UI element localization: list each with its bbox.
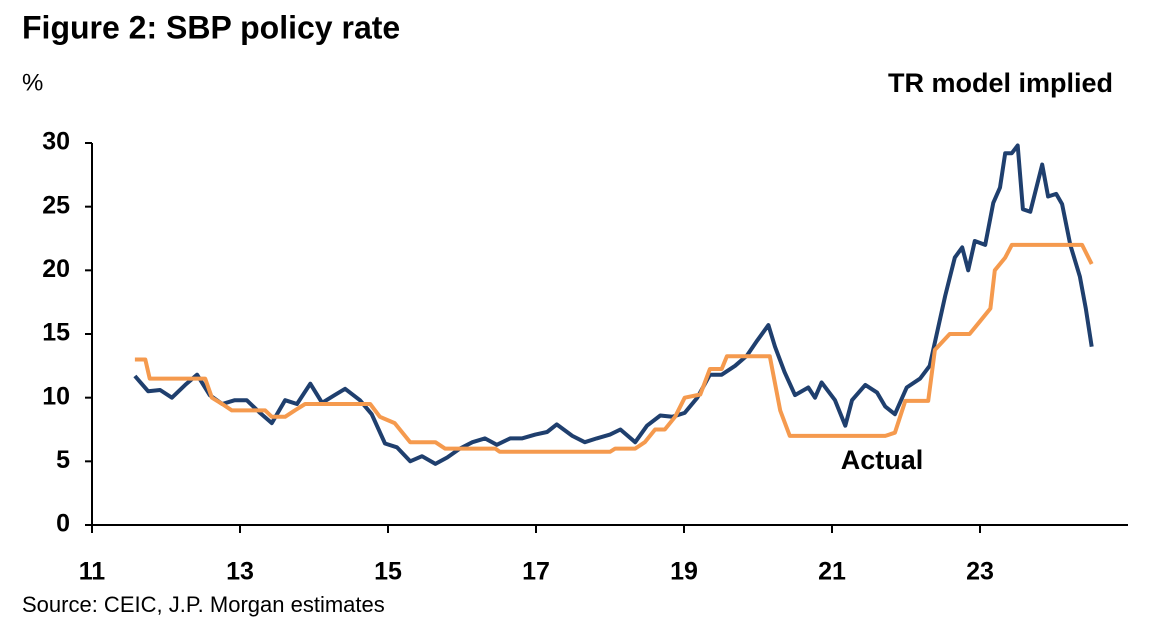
y-tick-label: 15	[42, 319, 70, 347]
x-tick-label: 13	[226, 558, 254, 586]
y-tick-label: 10	[42, 382, 70, 410]
x-tick-label: 17	[522, 558, 550, 586]
x-tick-label: 23	[966, 558, 994, 586]
series-line	[134, 242, 1094, 454]
y-tick-label: 20	[42, 255, 70, 283]
y-tick-label: 30	[42, 128, 70, 156]
series-label: TR model implied	[888, 68, 1113, 98]
y-tick-label: 5	[56, 446, 70, 474]
series-line	[133, 143, 1094, 466]
y-tick-label: 25	[42, 191, 70, 219]
x-tick-label: 19	[670, 558, 698, 586]
x-tick-label: 15	[374, 558, 402, 586]
series-label: Actual	[841, 445, 924, 475]
x-tick-label: 11	[79, 558, 106, 586]
y-tick-label: 0	[56, 510, 70, 538]
y-axis-label: %	[22, 69, 43, 96]
chart-title: Figure 2: SBP policy rate	[22, 9, 400, 45]
x-tick-label: 21	[818, 558, 846, 586]
source: Source: CEIC, J.P. Morgan estimates	[22, 592, 385, 617]
